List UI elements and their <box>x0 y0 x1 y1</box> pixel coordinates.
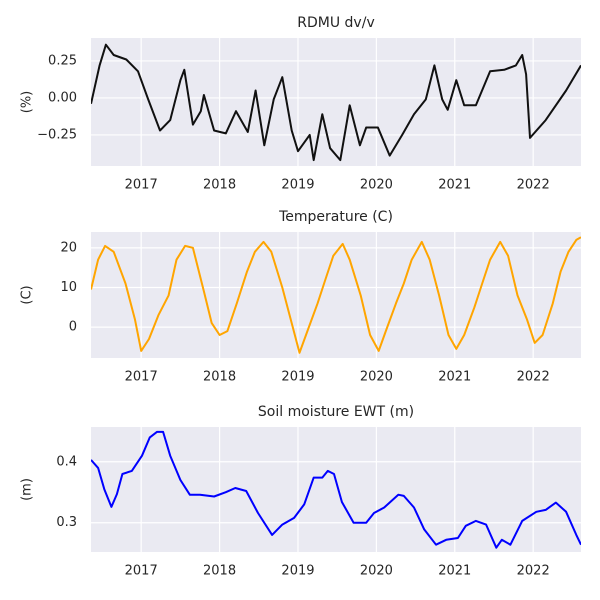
x-tick-label: 2017 <box>125 370 158 385</box>
x-tick-label: 2018 <box>203 370 236 385</box>
y-axis-label: (C) <box>20 285 35 304</box>
x-tick-label: 2018 <box>203 564 236 579</box>
data-line <box>91 236 581 354</box>
x-tick-label: 2021 <box>438 178 471 193</box>
x-tick-label: 2022 <box>517 370 550 385</box>
x-tick-label: 2021 <box>438 564 471 579</box>
x-tick-label: 2021 <box>438 370 471 385</box>
x-tick-label: 2022 <box>517 178 550 193</box>
plot-area <box>91 38 581 166</box>
x-tick-label: 2018 <box>203 178 236 193</box>
plot-area <box>91 427 581 552</box>
y-tick-label: 0.4 <box>56 454 77 469</box>
x-tick-label: 2017 <box>125 564 158 579</box>
y-axis-label: (m) <box>20 478 35 501</box>
x-tick-label: 2019 <box>281 370 314 385</box>
y-axis-label: (%) <box>20 91 35 114</box>
y-tick-label: 0.3 <box>56 515 77 530</box>
x-tick-label: 2017 <box>125 178 158 193</box>
y-tick-label: 0.25 <box>48 53 77 68</box>
y-tick-label: 10 <box>60 280 77 295</box>
x-tick-label: 2019 <box>281 564 314 579</box>
chart-title: Temperature (C) <box>278 209 393 225</box>
x-tick-label: 2019 <box>281 178 314 193</box>
y-tick-label: 0.00 <box>48 90 77 105</box>
chart-title: RDMU dv/v <box>297 15 374 31</box>
y-tick-label: −0.25 <box>37 127 77 142</box>
x-tick-label: 2020 <box>360 564 393 579</box>
data-line <box>91 43 581 162</box>
y-tick-label: 0 <box>69 320 77 335</box>
data-line <box>91 430 581 549</box>
x-tick-label: 2022 <box>517 564 550 579</box>
chart-title: Soil moisture EWT (m) <box>258 404 414 420</box>
x-tick-label: 2020 <box>360 370 393 385</box>
y-tick-label: 20 <box>60 240 77 255</box>
x-tick-label: 2020 <box>360 178 393 193</box>
